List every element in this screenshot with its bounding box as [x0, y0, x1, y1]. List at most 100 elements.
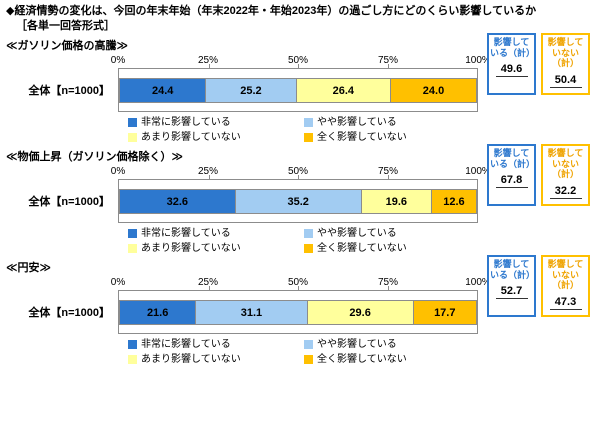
- summary-box-value: 52.7: [490, 285, 533, 299]
- legend-swatch: [304, 340, 313, 349]
- legend-label: 全く影響していない: [317, 243, 407, 254]
- axis-tick-label: 0%: [110, 166, 126, 177]
- plot-area: 24.4 25.2 26.4 24.0: [118, 64, 478, 112]
- legend-label: やや影響している: [317, 339, 397, 350]
- section-heading: ≪ガソリン価格の高騰≫: [6, 40, 129, 52]
- axis-tick: [387, 175, 389, 180]
- axis-tick: [298, 175, 299, 180]
- stacked-bar-chart: 全体【n=1000】 0% 25% 50% 75% 100% 32.6 35.2: [6, 165, 594, 223]
- bar-segment-somewhat-affected: 25.2: [206, 79, 297, 102]
- legend-label: やや影響している: [317, 228, 397, 239]
- bar-segment-not-much-affected: 26.4: [296, 79, 392, 102]
- plot: 0% 25% 50% 75% 100% 24.4 25.2 26.4 24.0: [111, 54, 491, 112]
- bar-segment-not-much-affected: 29.6: [307, 301, 414, 324]
- summary-box-value: 67.8: [490, 174, 533, 188]
- legend: 非常に影響している やや影響している あまり影響していない 全く影響していない: [128, 227, 594, 255]
- axis-tick: [298, 64, 299, 69]
- plot-area: 21.6 31.1 29.6 17.7: [118, 286, 478, 334]
- axis-tick-label: 25%: [197, 166, 219, 177]
- axis-tick-label: 75%: [377, 166, 399, 177]
- legend-swatch: [128, 244, 137, 253]
- axis-tick: [208, 175, 210, 180]
- legend-item: 非常に影響している: [128, 227, 304, 240]
- stacked-bar-chart: 全体【n=1000】 0% 25% 50% 75% 100% 24.4 25.2: [6, 54, 594, 112]
- legend-swatch: [304, 244, 313, 253]
- summary-box-value: 49.6: [490, 63, 533, 77]
- x-axis: 0% 25% 50% 75% 100%: [111, 165, 491, 179]
- bar-segment-not-at-all-affected: 17.7: [413, 301, 477, 324]
- summary-box-header: 影響している（計）: [490, 148, 536, 169]
- legend-item: やや影響している: [304, 338, 594, 351]
- summary-box-not-affected: 影響していない（計） 47.3: [541, 255, 590, 317]
- axis-tick-label: 25%: [197, 277, 219, 288]
- legend: 非常に影響している やや影響している あまり影響していない 全く影響していない: [128, 338, 594, 366]
- stacked-bar: 32.6 35.2 19.6 12.6: [119, 189, 477, 214]
- segment-value: 17.7: [434, 306, 456, 319]
- summary-boxes: 影響している（計） 52.7 影響していない（計） 47.3: [487, 255, 590, 317]
- summary-box-affected: 影響している（計） 67.8: [487, 144, 536, 206]
- legend-item: あまり影響していない: [128, 353, 304, 366]
- legend-item: 全く影響していない: [304, 131, 594, 144]
- segment-value: 29.6: [349, 306, 371, 319]
- bar-segment-somewhat-affected: 31.1: [196, 301, 308, 324]
- segment-value: 26.4: [332, 84, 354, 97]
- legend-swatch: [304, 118, 313, 127]
- axis-tick-label: 50%: [287, 55, 309, 66]
- plot: 0% 25% 50% 75% 100% 21.6 31.1 29.6 17.7: [111, 276, 491, 334]
- axis-tick: [208, 286, 210, 291]
- legend-label: やや影響している: [317, 117, 397, 128]
- axis-tick-label: 75%: [377, 277, 399, 288]
- summary-box-value: 47.3: [544, 296, 587, 310]
- legend-swatch: [128, 229, 137, 238]
- axis-tick: [208, 64, 210, 69]
- legend-item: 全く影響していない: [304, 353, 594, 366]
- legend-label: 非常に影響している: [141, 339, 231, 350]
- stacked-bar-chart: 全体【n=1000】 0% 25% 50% 75% 100% 21.6 31.1: [6, 276, 594, 334]
- x-axis: 0% 25% 50% 75% 100%: [111, 54, 491, 68]
- legend-label: 非常に影響している: [141, 117, 231, 128]
- row-label: 全体【n=1000】: [28, 307, 110, 319]
- bar-segment-not-at-all-affected: 12.6: [431, 190, 477, 213]
- summary-box-affected: 影響している（計） 52.7: [487, 255, 536, 317]
- bar-segment-strongly-affected: 32.6: [119, 190, 236, 213]
- segment-value: 19.6: [385, 195, 407, 208]
- bar-segment-not-much-affected: 19.6: [361, 190, 432, 213]
- summary-box-not-affected: 影響していない（計） 50.4: [541, 33, 590, 95]
- legend-swatch: [128, 340, 137, 349]
- summary-box-header: 影響している（計）: [490, 37, 536, 58]
- summary-box-header: 影響していない（計）: [547, 37, 584, 68]
- legend-label: あまり影響していない: [141, 354, 241, 365]
- summary-boxes: 影響している（計） 67.8 影響していない（計） 32.2: [487, 144, 590, 206]
- summary-box-affected: 影響している（計） 49.6: [487, 33, 536, 95]
- legend-label: あまり影響していない: [141, 132, 241, 143]
- legend-swatch: [128, 355, 137, 364]
- summary-box-header: 影響している（計）: [490, 259, 536, 280]
- row-label: 全体【n=1000】: [28, 85, 110, 97]
- summary-box-value: 50.4: [544, 74, 587, 88]
- segment-value: 24.0: [422, 84, 445, 97]
- legend-swatch: [128, 118, 137, 127]
- bar-segment-strongly-affected: 21.6: [119, 301, 197, 324]
- axis-tick-label: 100%: [465, 277, 491, 288]
- summary-box-value: 32.2: [544, 185, 587, 199]
- x-axis: 0% 25% 50% 75% 100%: [111, 276, 491, 290]
- legend-item: やや影響している: [304, 227, 594, 240]
- legend-swatch: [304, 355, 313, 364]
- axis-tick: [298, 286, 299, 291]
- axis-tick-label: 100%: [465, 55, 491, 66]
- legend-item: やや影響している: [304, 116, 594, 129]
- row-label: 全体【n=1000】: [28, 196, 110, 208]
- segment-value: 25.2: [240, 84, 262, 97]
- section-heading: ≪円安≫: [6, 262, 52, 274]
- legend-label: 全く影響していない: [317, 354, 407, 365]
- section-gasoline-price: ≪ガソリン価格の高騰≫ 全体【n=1000】 0% 25% 50% 75% 10…: [6, 33, 594, 144]
- axis-tick-label: 100%: [465, 166, 491, 177]
- segment-value: 31.1: [240, 306, 263, 319]
- section-weak-yen: ≪円安≫ 全体【n=1000】 0% 25% 50% 75% 100% 21.6: [6, 255, 594, 366]
- section-price-increase: ≪物価上昇（ガソリン価格除く）≫ 全体【n=1000】 0% 25% 50% 7…: [6, 144, 594, 255]
- axis-tick-label: 0%: [110, 55, 126, 66]
- summary-box-header: 影響していない（計）: [547, 259, 584, 290]
- segment-value: 24.4: [151, 84, 174, 97]
- axis-tick-label: 75%: [377, 55, 399, 66]
